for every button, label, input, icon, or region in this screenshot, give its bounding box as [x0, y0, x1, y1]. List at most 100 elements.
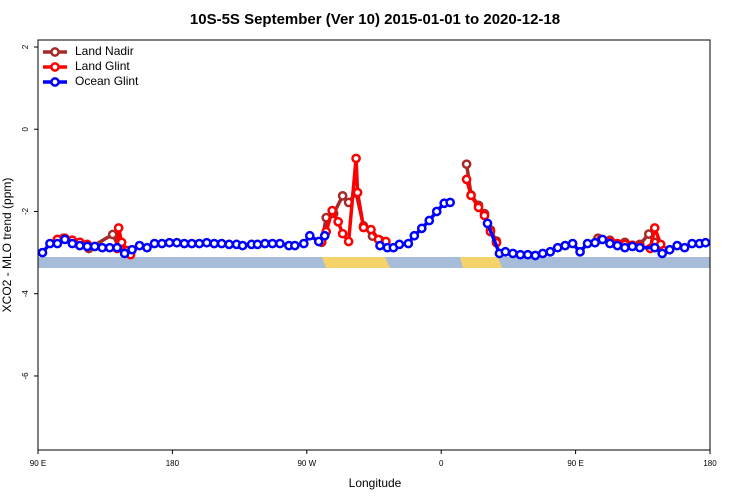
data-point [672, 240, 682, 251]
data-point [82, 241, 93, 252]
data-point [127, 244, 137, 255]
x-tick-label: 90 W [297, 459, 316, 468]
data-point [186, 238, 197, 249]
data-point [508, 248, 518, 259]
x-axis-label: Longitude [349, 476, 402, 490]
data-point [107, 229, 118, 240]
legend-label: Ocean Glint [75, 74, 139, 88]
x-tick-label: 90 E [567, 459, 583, 468]
data-point [351, 153, 361, 164]
data-point [620, 242, 630, 253]
data-point [597, 234, 608, 245]
x-tick-label: 180 [703, 459, 717, 468]
plot-frame [37, 39, 711, 451]
data-point [679, 242, 690, 253]
data-point [60, 234, 70, 245]
data-point [179, 238, 190, 249]
legend-marker [50, 47, 60, 57]
data-point [687, 238, 697, 249]
y-tick-label: 2 [21, 44, 30, 49]
map-strip [38, 257, 710, 268]
data-point [649, 242, 660, 253]
data-point [343, 236, 354, 247]
data-point [424, 215, 435, 226]
data-point [224, 239, 234, 250]
data-point [298, 238, 309, 249]
legend-marker [50, 62, 60, 72]
y-tick-label: 0 [21, 126, 30, 131]
y-tick-label: -6 [21, 372, 30, 380]
data-point [52, 238, 63, 249]
data-point [466, 190, 476, 201]
data-point [634, 242, 645, 253]
data-point [700, 237, 711, 248]
data-point [97, 242, 108, 253]
data-point [552, 242, 563, 253]
data-point [431, 206, 442, 217]
data-point [164, 237, 175, 248]
legend-marker [50, 77, 60, 87]
data-point [142, 242, 152, 253]
data-point [319, 230, 330, 241]
data-point [530, 250, 541, 261]
data-point [252, 239, 263, 250]
data-point [104, 242, 115, 253]
y-tick-label: -4 [21, 290, 30, 298]
data-point [567, 238, 578, 249]
data-point [664, 244, 675, 255]
x-tick-label: 180 [166, 459, 180, 468]
data-point [537, 248, 548, 259]
data-point [237, 240, 248, 251]
data-point [201, 237, 212, 248]
data-point [590, 237, 600, 248]
data-point [657, 248, 668, 259]
data-point [416, 223, 427, 234]
data-point [649, 223, 660, 233]
data-point [409, 230, 420, 241]
data-point [482, 218, 493, 229]
chart-title: 10S-5S September (Ver 10) 2015-01-01 to … [190, 11, 560, 28]
data-point [445, 197, 456, 208]
data-point [290, 240, 300, 251]
y-axis-label: XCO2 - MLO trend (ppm) [0, 178, 14, 313]
legend-label: Land Glint [75, 59, 130, 73]
data-point [172, 237, 182, 248]
x-tick-label: 90 E [30, 459, 46, 468]
data-point [67, 238, 78, 249]
data-point [37, 247, 48, 258]
data-point [394, 239, 405, 250]
data-point [194, 238, 205, 249]
data-point [545, 246, 556, 257]
data-point [112, 242, 122, 253]
data-point [375, 240, 385, 251]
data-point [333, 216, 344, 227]
data-point [149, 238, 160, 249]
data-point [260, 238, 270, 249]
data-point [74, 240, 85, 251]
data-point [209, 238, 220, 249]
data-point [479, 210, 490, 221]
data-point [267, 238, 278, 249]
data-point [337, 191, 348, 201]
data-point [575, 246, 585, 257]
data-point [45, 238, 55, 249]
data-point [500, 246, 511, 257]
data-point [313, 236, 324, 247]
data-point [113, 223, 124, 233]
data-point [216, 238, 227, 249]
data-point [327, 205, 338, 216]
data-point [157, 238, 167, 249]
data-point [461, 174, 472, 185]
data-point [337, 228, 348, 239]
data-point [515, 249, 526, 260]
data-point [366, 224, 376, 235]
data-point [627, 241, 638, 252]
data-point [352, 187, 363, 198]
data-point [582, 238, 593, 249]
data-point [275, 238, 285, 249]
data-point [304, 230, 315, 241]
data-point [612, 240, 623, 251]
data-point [522, 249, 533, 260]
data-point [461, 159, 472, 170]
